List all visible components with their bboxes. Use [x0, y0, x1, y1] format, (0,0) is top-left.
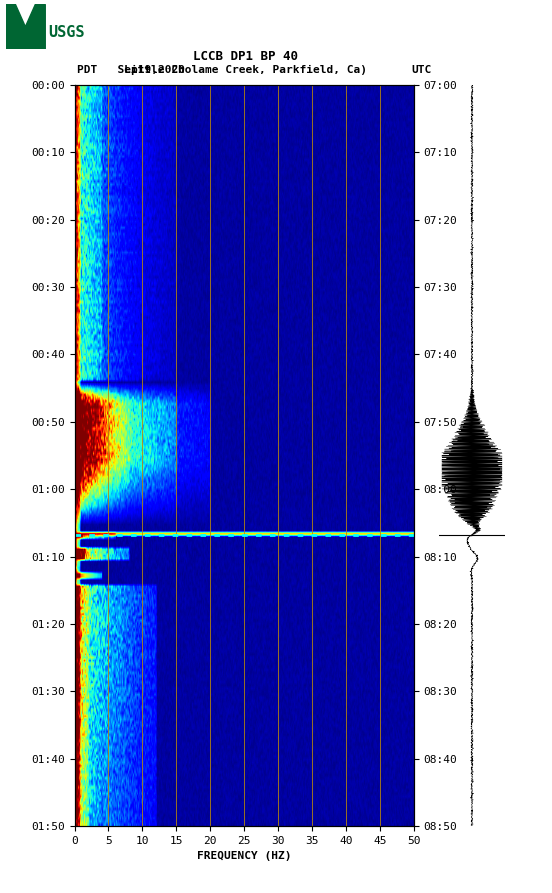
Polygon shape	[6, 4, 45, 49]
Text: USGS: USGS	[49, 25, 85, 40]
Text: PDT   Sep19,2020: PDT Sep19,2020	[77, 64, 185, 75]
X-axis label: FREQUENCY (HZ): FREQUENCY (HZ)	[197, 851, 291, 862]
Text: UTC: UTC	[411, 64, 432, 75]
Text: Little Cholame Creek, Parkfield, Ca): Little Cholame Creek, Parkfield, Ca)	[124, 64, 367, 75]
Text: LCCB DP1 BP 40: LCCB DP1 BP 40	[193, 50, 298, 63]
